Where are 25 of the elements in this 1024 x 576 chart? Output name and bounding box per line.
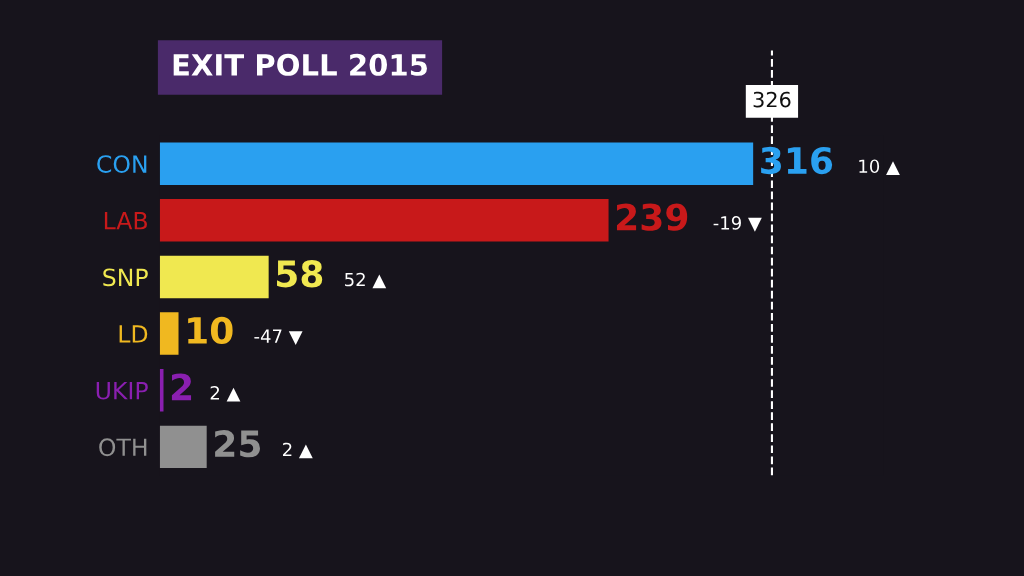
data-label: 10 xyxy=(188,316,233,345)
data-label: 2 xyxy=(171,373,192,401)
y-tick-label: SNP xyxy=(103,268,148,287)
data-label: 58 xyxy=(277,260,323,288)
data-label: 316 xyxy=(761,146,833,175)
annotation: 2 ▲ xyxy=(210,385,241,402)
y-tick-label: CON xyxy=(97,155,147,173)
bar xyxy=(159,199,609,242)
annotation: 2 ▲ xyxy=(283,442,313,459)
data-label: 25 xyxy=(215,430,260,458)
annotation: -47 ▼ xyxy=(254,329,303,345)
bar xyxy=(159,142,754,185)
bar xyxy=(159,312,179,355)
chart-title: EXIT POLL 2015 xyxy=(173,53,427,76)
data-label: 239 xyxy=(616,203,688,231)
y-tick-label: UKIP xyxy=(96,382,148,400)
annotation: 52 ▲ xyxy=(345,272,387,289)
text: 10 ▲ xyxy=(859,159,900,176)
bar xyxy=(159,255,269,299)
y-tick-label: LD xyxy=(119,325,148,343)
annotation: -19 ▼ xyxy=(713,216,762,232)
y-tick-label: LAB xyxy=(104,212,147,230)
bar xyxy=(159,425,207,469)
ref-line-label: 326 xyxy=(753,91,791,108)
y-tick-label: OTH xyxy=(99,438,147,457)
